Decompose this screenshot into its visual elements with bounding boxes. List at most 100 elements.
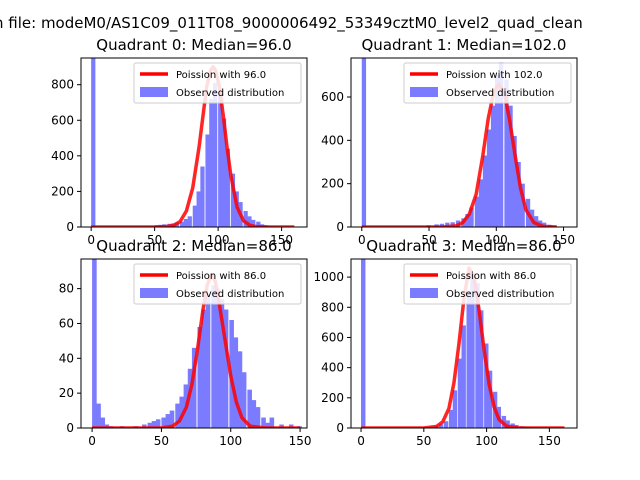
y-tick-label: 600 (51, 113, 74, 127)
histogram-bar (100, 417, 105, 428)
histogram-bar (533, 216, 539, 227)
histogram-bar (487, 370, 493, 428)
histogram-bar (218, 91, 223, 227)
histogram-bar (457, 358, 463, 428)
x-tick-label: 50 (147, 233, 162, 247)
legend-box (133, 263, 302, 305)
y-tick-label: 20 (59, 386, 74, 400)
histogram-bar (251, 400, 257, 428)
x-tick-label: 100 (475, 434, 498, 448)
histogram-bar (96, 403, 101, 428)
x-tick-label: 0 (88, 434, 96, 448)
panel-quadrant-0: 0 50 100 150 0 200 400 600 800 Quadrant 0: Median… (51, 36, 308, 247)
histogram-bar (482, 155, 488, 227)
y-tick-label: 40 (59, 351, 74, 365)
y-tick-label: 800 (321, 300, 344, 314)
legend-box (403, 263, 572, 305)
histogram-bar (474, 196, 480, 227)
histogram-bar (241, 372, 247, 428)
histogram-bar (251, 219, 256, 227)
legend: Poission with 96.0 Observed distribution (133, 62, 302, 104)
y-tick-label: 400 (321, 133, 344, 147)
histogram-bar (475, 283, 480, 428)
histogram-bar (516, 162, 521, 227)
y-tick-label: 200 (51, 184, 74, 198)
axes-frame (80, 57, 308, 228)
histogram-bar (92, 259, 97, 428)
histogram-bar (255, 407, 261, 428)
x-tick-label: 100 (485, 233, 508, 247)
histogram-bar (196, 191, 201, 227)
panel-title: Quadrant 2: Median=86.0 (96, 237, 291, 255)
histogram-bar (223, 309, 229, 428)
histogram-bar (498, 62, 504, 227)
histogram-bar (486, 129, 492, 227)
histogram-bar (269, 417, 275, 428)
histogram-bar (265, 422, 270, 428)
histogram-bar (197, 326, 203, 428)
plot-area (361, 259, 565, 428)
histogram-bar (221, 118, 227, 227)
y-tick-label: 0 (336, 421, 344, 435)
axes-frame (350, 258, 578, 429)
histogram-bar (452, 390, 458, 428)
y-tick-label: 1000 (313, 270, 344, 284)
histogram-bar (237, 351, 243, 428)
histogram-bar (261, 417, 266, 428)
y-tick-label: 80 (59, 282, 74, 296)
legend-hist-label: Observed distribution (446, 289, 554, 300)
legend-line-label: Poission with 86.0 (176, 271, 266, 282)
y-tick-label: 400 (321, 361, 344, 375)
legend-hist-label: Observed distribution (446, 88, 554, 99)
legend-hist-label: Observed distribution (176, 289, 284, 300)
histogram-bar (151, 421, 157, 428)
x-tick-label: 0 (358, 233, 366, 247)
y-tick-label: 600 (321, 90, 344, 104)
y-tick-label: 800 (51, 78, 74, 92)
panel-title: Quadrant 1: Median=102.0 (362, 36, 567, 54)
y-tick-label: 200 (321, 177, 344, 191)
legend: Poission with 86.0 Observed distribution (403, 263, 572, 305)
panel-title: Quadrant 0: Median=96.0 (96, 36, 291, 54)
legend: Poission with 102.0 Observed distribution (403, 62, 572, 104)
x-tick-label: 100 (207, 233, 230, 247)
histogram-bar (175, 403, 180, 428)
x-tick-label: 100 (219, 434, 242, 448)
histogram-bar (147, 422, 153, 428)
histogram-bar (180, 221, 185, 227)
histogram-bar (161, 417, 166, 428)
histogram-bar (169, 410, 175, 428)
y-tick-label: 0 (336, 220, 344, 234)
histogram-bar (465, 214, 470, 227)
x-tick-label: 0 (87, 233, 95, 247)
histogram-bar (505, 420, 510, 428)
histogram-bar (478, 179, 484, 227)
histogram-bar (213, 82, 218, 227)
x-tick-label: 50 (416, 434, 431, 448)
y-tick-label: 0 (66, 220, 74, 234)
y-tick-label: 0 (66, 421, 74, 435)
histogram-bar (469, 207, 474, 227)
legend-box (133, 62, 302, 104)
legend-line-label: Poission with 96.0 (176, 70, 266, 81)
panel-title: Quadrant 3: Median=86.0 (366, 237, 561, 255)
histogram-bar (91, 58, 96, 227)
histogram-bar (470, 272, 475, 428)
histogram-bar (504, 79, 509, 227)
legend-hist-swatch (140, 87, 168, 97)
histogram-bar (243, 210, 248, 227)
legend-hist-swatch (140, 288, 168, 298)
y-tick-label: 200 (321, 391, 344, 405)
histogram-bar (445, 222, 450, 227)
histogram-bar (233, 337, 239, 428)
histogram-bar (205, 134, 210, 227)
histogram-bar (490, 105, 496, 227)
histogram-bar (225, 148, 230, 227)
histogram-bar (200, 166, 205, 227)
histogram-bar (443, 421, 449, 428)
panel-quadrant-3: 0 50 100 150 0 200 400 600 800 1000 Quadrant 3: Me… (313, 237, 578, 448)
x-tick-label: 150 (270, 233, 293, 247)
x-tick-label: 150 (538, 434, 561, 448)
legend-box (403, 62, 572, 104)
